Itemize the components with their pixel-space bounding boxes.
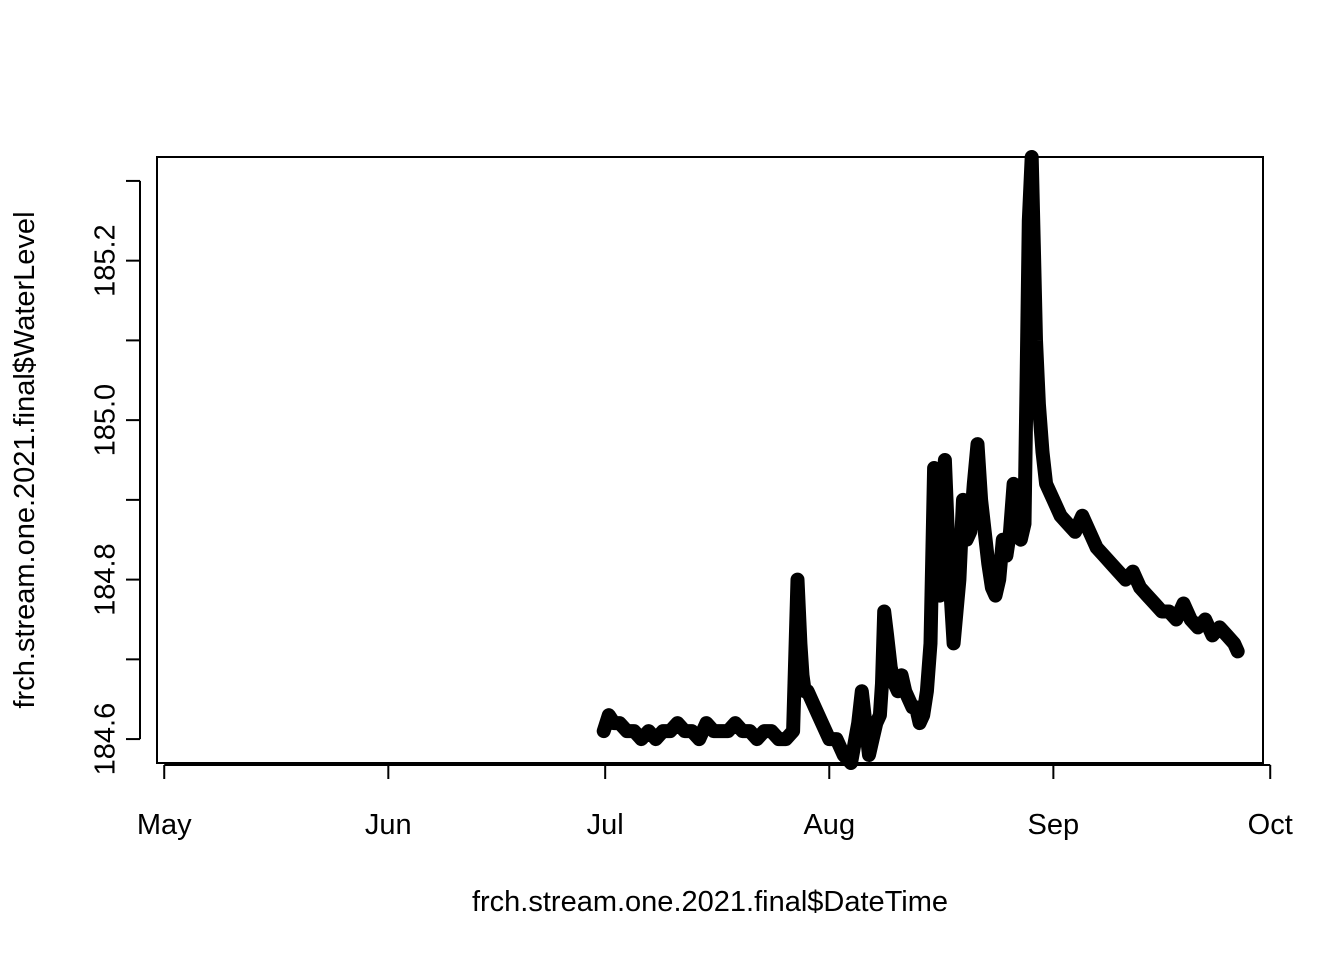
y-axis-title: frch.stream.one.2021.final$WaterLevel [9,211,41,708]
series-line-water-level [604,157,1238,763]
y-tick-label: 184.6 [90,703,122,776]
y-tick-label: 185.2 [90,224,122,297]
plot-frame [157,157,1263,763]
x-tick-label: Oct [1248,809,1293,841]
x-tick-label: Jun [365,809,412,841]
x-axis: May Jun Jul Aug Sep Oct [137,765,1293,841]
x-tick-label: Aug [803,809,855,841]
x-axis-title: frch.stream.one.2021.final$DateTime [472,886,948,918]
x-tick-label: Sep [1028,809,1080,841]
x-tick-label: May [137,809,192,841]
x-tick-label: Jul [587,809,624,841]
y-tick-label: 185.0 [90,384,122,457]
series-layer [604,157,1238,763]
y-tick-label: 184.8 [90,543,122,616]
y-axis: 184.6 184.8 185.0 185.2 [90,181,140,775]
